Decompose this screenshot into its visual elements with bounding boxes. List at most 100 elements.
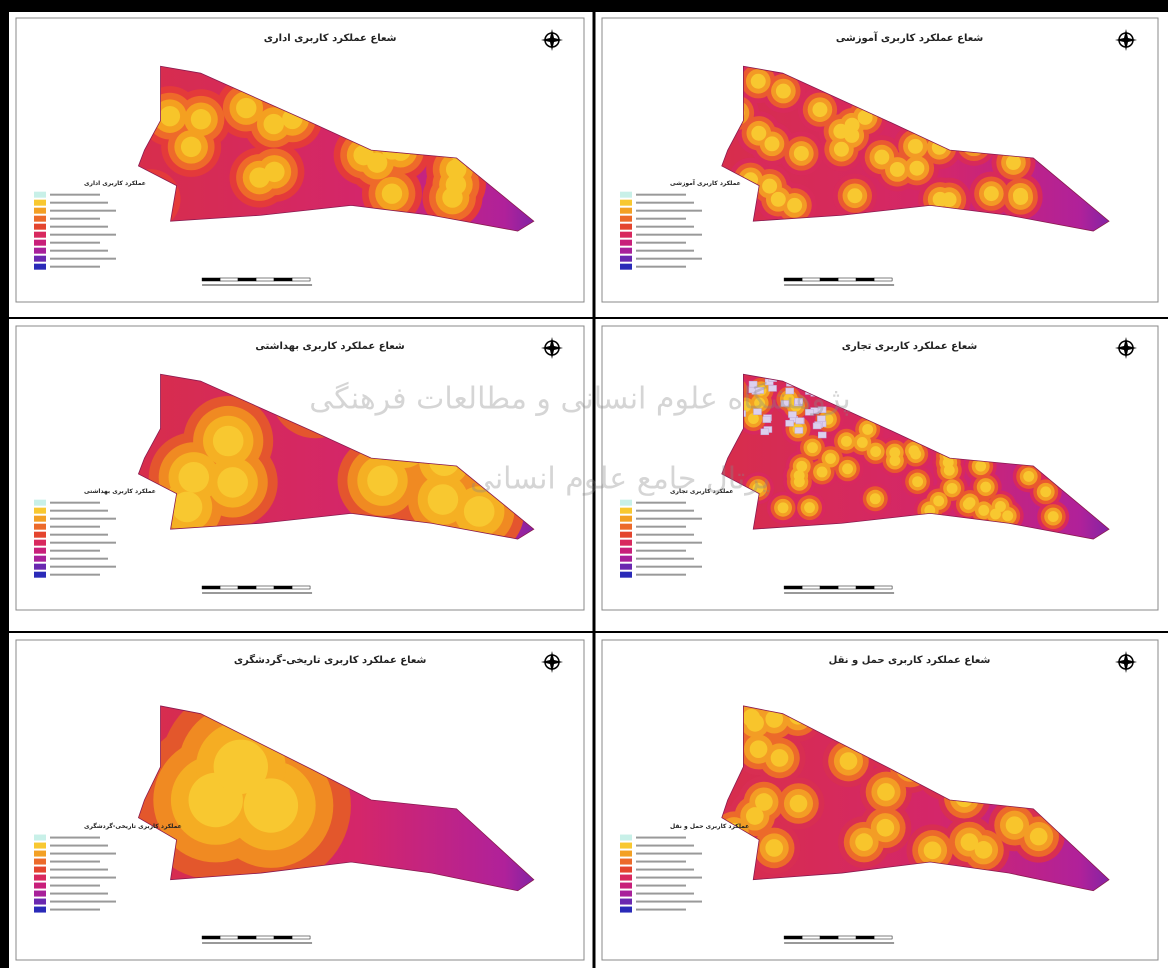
buffer-ring xyxy=(978,504,990,516)
scale-bar-segment xyxy=(237,935,257,940)
legend-text-line xyxy=(50,900,116,903)
buffer-ring xyxy=(833,123,849,139)
scale-bar-segment xyxy=(783,585,803,590)
map-outline xyxy=(721,65,1110,232)
legend-swatch xyxy=(620,555,632,562)
buffer-ring xyxy=(876,818,895,837)
legend-swatch xyxy=(34,247,46,254)
legend-text-line xyxy=(636,541,702,544)
legend-swatch xyxy=(34,199,46,206)
buffer-ring xyxy=(1029,827,1048,846)
buffer-ring xyxy=(745,807,764,825)
buffer-ring xyxy=(909,160,925,176)
map-outline xyxy=(137,65,535,232)
scale-bar-segment xyxy=(237,277,257,282)
legend-text-line xyxy=(636,209,702,212)
legend-title: عملکرد کاربری تاریخی-گردشگری xyxy=(84,822,182,830)
map-title: شعاع عملکرد کاربری تاریخی-گردشگری xyxy=(234,653,427,666)
parcel xyxy=(794,398,803,405)
scale-bar-segment xyxy=(837,935,857,940)
legend-swatch xyxy=(620,223,632,230)
buffer-ring xyxy=(765,710,784,728)
buffer-ring xyxy=(264,161,285,183)
buffer-ring xyxy=(847,188,863,204)
scale-bar-segment xyxy=(291,935,311,940)
legend-swatch xyxy=(620,866,632,873)
buffer-ring xyxy=(796,460,808,472)
legend-text-line xyxy=(636,908,686,911)
legend-swatch xyxy=(34,882,46,889)
scale-bar-segment xyxy=(783,277,803,282)
legend-text-line xyxy=(50,557,108,560)
north-arrow xyxy=(541,651,563,673)
buffer-ring xyxy=(943,464,955,476)
border-top xyxy=(0,0,1168,12)
buffer-ring xyxy=(750,73,766,89)
parcel xyxy=(812,422,822,430)
buffer-ring xyxy=(975,460,987,472)
watermark: پرتال جامع علوم انسانی xyxy=(470,462,770,497)
scale-bar-segment xyxy=(201,935,221,940)
buffer-ring xyxy=(752,482,764,494)
legend-text-line xyxy=(636,892,694,895)
legend-swatch xyxy=(620,531,632,538)
legend-swatch xyxy=(34,563,46,570)
legend-swatch xyxy=(620,842,632,849)
buffer-ring xyxy=(178,461,210,493)
buffer-ring xyxy=(924,504,936,516)
legend-text-line xyxy=(50,549,100,552)
parcel xyxy=(817,415,826,422)
scale-bar-segment xyxy=(201,585,221,590)
buffer-ring xyxy=(789,794,808,813)
legend-text-line xyxy=(636,533,694,536)
legend-text-line xyxy=(636,257,702,260)
buffer-ring xyxy=(236,97,257,119)
legend-swatch xyxy=(620,263,632,270)
legend-text-line xyxy=(50,233,116,236)
buffer-ring xyxy=(1002,510,1014,522)
parcel xyxy=(748,380,758,388)
legend-text-line xyxy=(50,209,116,212)
parcel xyxy=(780,400,790,407)
legend-swatch xyxy=(34,531,46,538)
legend-text-line xyxy=(50,525,100,528)
buffer-ring xyxy=(381,183,403,204)
scale-bar-segment xyxy=(855,277,875,282)
legend-text-line xyxy=(636,217,686,220)
legend-text-line xyxy=(50,265,100,268)
legend-swatch xyxy=(34,539,46,546)
buffer-ring xyxy=(747,413,759,425)
buffer-ring xyxy=(889,447,901,458)
buffer-ring xyxy=(762,178,778,194)
legend-text-line xyxy=(636,193,686,196)
legend-swatch xyxy=(620,199,632,206)
scale-bar-segment xyxy=(855,585,875,590)
legend-text-line xyxy=(636,565,702,568)
buffer-ring xyxy=(793,470,805,482)
buffer-ring xyxy=(1005,155,1021,171)
legend-text-line xyxy=(636,233,702,236)
buffer-ring xyxy=(877,783,895,801)
buffer-ring xyxy=(263,113,284,135)
scale-bar-text xyxy=(202,942,313,944)
buffer-ring xyxy=(862,423,874,435)
buffer-ring xyxy=(1023,470,1035,482)
buffer-ring xyxy=(960,833,979,851)
legend-text-line xyxy=(50,908,100,911)
legend-swatch xyxy=(620,858,632,865)
legend-swatch xyxy=(620,898,632,905)
legend-text-line xyxy=(636,249,694,252)
legend-swatch xyxy=(34,223,46,230)
buffer-ring xyxy=(787,197,803,213)
scale-bar-segment xyxy=(273,585,293,590)
legend-swatch xyxy=(34,866,46,873)
parcel xyxy=(760,428,770,436)
legend-swatch xyxy=(34,555,46,562)
scale-bar-segment xyxy=(855,935,875,940)
legend-swatch xyxy=(34,547,46,554)
buffer-ring xyxy=(442,187,463,208)
buffer-ring xyxy=(793,145,809,161)
legend-swatch xyxy=(34,850,46,857)
north-arrow xyxy=(1115,651,1137,673)
scale-bar-text xyxy=(202,592,313,594)
